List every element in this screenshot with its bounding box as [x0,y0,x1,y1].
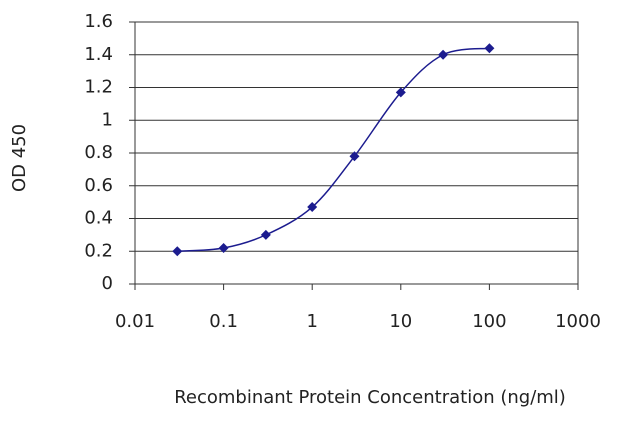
series-line [177,47,490,252]
data-point [260,229,271,240]
y-tick-label: 1.2 [84,77,113,98]
y-tick-label: 0 [102,273,113,294]
data-point [484,43,495,54]
data-point [349,151,360,162]
data-point [172,246,183,257]
x-tick-label: 10 [389,311,412,332]
y-tick-label: 0.8 [84,142,113,163]
x-tick-label: 1000 [555,311,601,332]
data-point [438,49,449,60]
x-tick-label: 0.1 [209,311,238,332]
y-axis-label: OD 450 [9,124,30,192]
y-tick-label: 1.6 [84,11,113,32]
data-point [218,242,229,253]
y-tick-label: 1.4 [84,44,113,65]
x-tick-label: 1 [306,311,317,332]
y-tick-label: 0.2 [84,240,113,261]
x-axis-label: Recombinant Protein Concentration (ng/ml… [174,387,566,408]
y-tick-label: 0.6 [84,175,113,196]
y-tick-label: 1 [102,109,113,130]
data-point [307,202,318,213]
x-tick-label: 100 [472,311,506,332]
y-tick-label: 0.4 [84,208,113,229]
data-point [395,87,406,98]
x-tick-label: 0.01 [115,311,155,332]
